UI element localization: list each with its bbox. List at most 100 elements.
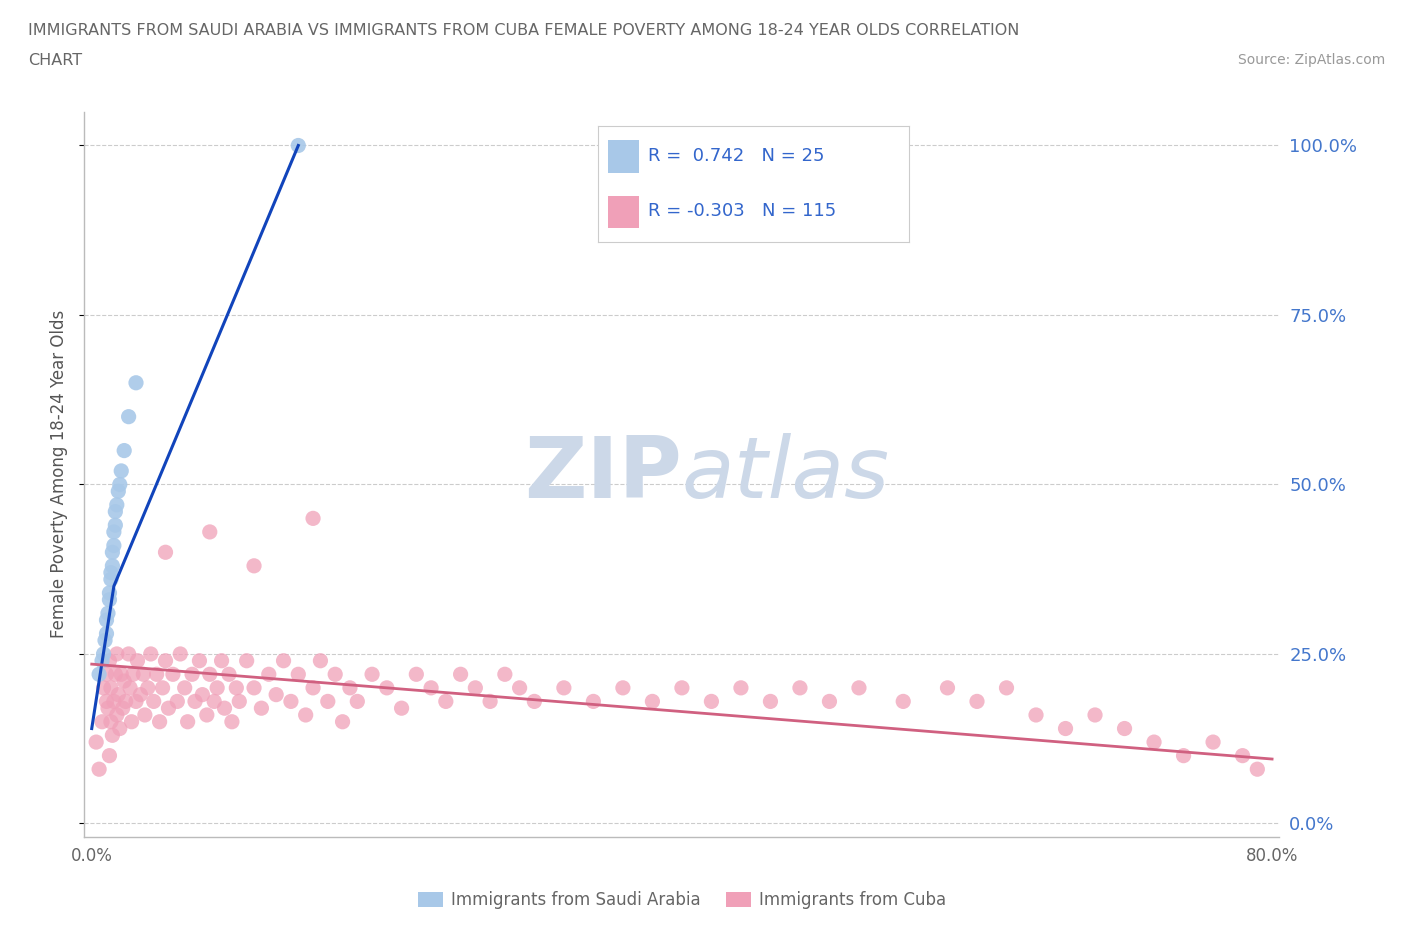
Point (789, 681, 811, 696)
Point (1054, 721, 1077, 736)
Text: Source: ZipAtlas.com: Source: ZipAtlas.com (1237, 53, 1385, 67)
Point (134, 708, 156, 723)
Point (509, 681, 531, 696)
Point (848, 681, 870, 696)
Point (730, 681, 752, 696)
Point (818, 694, 841, 709)
Point (125, 376, 148, 391)
Point (235, 653, 257, 668)
Point (671, 681, 693, 696)
Point (96, 626, 118, 641)
Point (125, 694, 148, 709)
Point (129, 687, 152, 702)
Point (202, 694, 225, 709)
Point (221, 714, 243, 729)
Point (105, 498, 128, 512)
Point (87, 762, 110, 777)
Point (523, 694, 546, 709)
Point (111, 700, 134, 715)
Point (287, 138, 309, 153)
Point (391, 700, 413, 715)
Point (93, 646, 115, 661)
Point (114, 694, 136, 709)
Point (198, 525, 221, 539)
Point (309, 653, 332, 668)
Point (936, 681, 959, 696)
Point (100, 714, 122, 729)
Point (100, 572, 122, 587)
Point (218, 667, 240, 682)
Point (195, 708, 218, 723)
Point (142, 694, 165, 709)
Point (104, 518, 127, 533)
Point (104, 504, 127, 519)
Text: atlas: atlas (682, 432, 890, 516)
Point (98, 749, 121, 764)
Point (155, 545, 177, 560)
Point (243, 558, 266, 573)
Point (700, 694, 723, 709)
Point (145, 667, 167, 682)
Point (198, 667, 221, 682)
Point (346, 694, 368, 709)
Point (214, 700, 236, 715)
Legend: Immigrants from Saudi Arabia, Immigrants from Cuba: Immigrants from Saudi Arabia, Immigrants… (411, 884, 953, 916)
Point (103, 538, 125, 553)
Point (103, 694, 125, 709)
Point (117, 409, 139, 424)
Point (117, 646, 139, 661)
Point (181, 667, 204, 682)
Point (110, 463, 132, 478)
Point (94, 633, 117, 648)
Point (273, 653, 295, 668)
Point (494, 667, 516, 682)
Point (361, 667, 384, 682)
Point (87, 667, 110, 682)
Text: IMMIGRANTS FROM SAUDI ARABIA VS IMMIGRANTS FROM CUBA FEMALE POVERTY AMONG 18-24 : IMMIGRANTS FROM SAUDI ARABIA VS IMMIGRAN… (28, 23, 1019, 38)
Point (966, 694, 988, 709)
Point (98, 653, 121, 668)
Point (98, 586, 121, 601)
Point (98, 592, 121, 607)
Point (375, 681, 398, 696)
Point (184, 694, 207, 709)
Point (287, 667, 309, 682)
Point (405, 667, 427, 682)
Point (169, 646, 191, 661)
Point (302, 681, 325, 696)
Point (96, 667, 118, 682)
Point (1202, 735, 1225, 750)
Text: CHART: CHART (28, 53, 82, 68)
Point (1025, 708, 1047, 723)
Point (332, 714, 354, 729)
Point (205, 681, 228, 696)
Point (122, 667, 145, 682)
Point (225, 681, 247, 696)
Point (294, 708, 316, 723)
Point (93, 681, 115, 696)
Point (1232, 749, 1254, 764)
Point (1084, 708, 1107, 723)
Point (103, 525, 125, 539)
Point (612, 681, 634, 696)
Point (152, 681, 174, 696)
Point (582, 694, 605, 709)
Point (479, 694, 502, 709)
Point (149, 714, 172, 729)
Point (553, 681, 575, 696)
Point (420, 681, 443, 696)
Point (112, 443, 135, 458)
Point (108, 721, 131, 736)
Point (97, 700, 120, 715)
Point (84, 735, 107, 750)
Point (101, 558, 124, 573)
Point (107, 484, 129, 498)
Point (108, 477, 131, 492)
Point (127, 653, 149, 668)
Point (450, 667, 472, 682)
Point (155, 653, 177, 668)
Point (323, 667, 346, 682)
Point (191, 687, 214, 702)
Point (641, 694, 664, 709)
Point (139, 646, 162, 661)
